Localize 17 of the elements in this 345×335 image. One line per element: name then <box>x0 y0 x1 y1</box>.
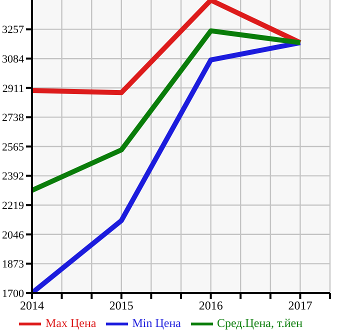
x-tick-label: 2015 <box>109 298 134 313</box>
x-tick-label: 2017 <box>288 298 312 313</box>
y-tick-label: 2911 <box>2 82 24 95</box>
y-tick-label: 3257 <box>2 24 24 36</box>
y-tick-label: 1873 <box>2 258 24 271</box>
y-tick-label: 2565 <box>2 141 24 154</box>
y-tick-label: 2219 <box>2 200 24 212</box>
y-tick-label: 2046 <box>2 229 24 242</box>
y-tick-label: 2738 <box>2 112 24 124</box>
x-tick-label: 2014 <box>20 298 44 313</box>
legend-label: Min Цена <box>132 316 181 330</box>
legend-label: Max Цена <box>45 316 96 330</box>
y-tick-label: 1700 <box>2 288 24 300</box>
legend-label: Сред.Цена, т.йен <box>216 316 303 330</box>
y-tick-label: 3084 <box>2 54 24 66</box>
y-tick-label: 2392 <box>2 170 24 183</box>
x-tick-label: 2016 <box>198 298 223 313</box>
